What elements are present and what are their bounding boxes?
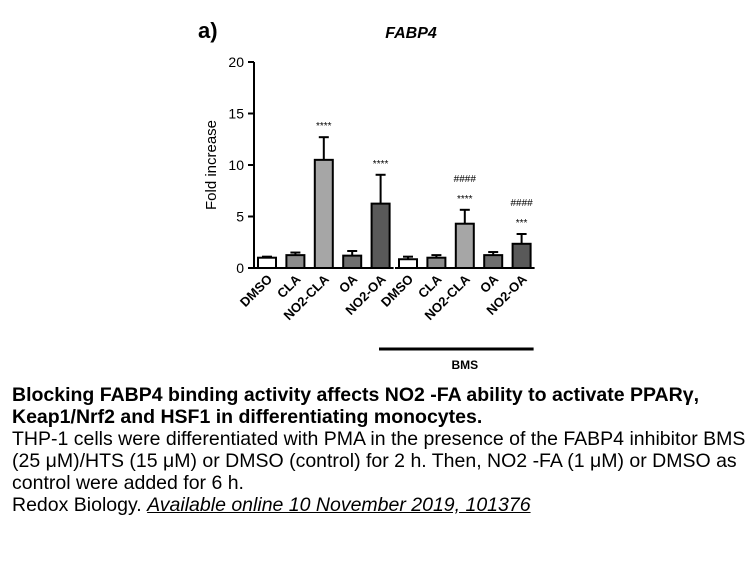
caption-source-link[interactable]: Available online 10 November 2019, 10137…: [147, 494, 531, 516]
figure-caption: Blocking FABP4 binding activity affects …: [12, 384, 748, 516]
chart-title: FABP4: [385, 25, 437, 42]
bar: [285, 254, 306, 269]
y-axis-ticks: 0 5 10 15 20: [228, 54, 254, 276]
bar: [313, 158, 334, 270]
caption-body: THP-1 cells were differentiated with PMA…: [12, 428, 746, 494]
bar: [398, 258, 418, 269]
y-axis-label: Fold increase: [203, 120, 220, 210]
group-labels: BMS: [379, 347, 534, 372]
bar: [426, 256, 447, 270]
bars: **** **** #### **** #### ***: [254, 121, 535, 270]
group-label: BMS: [451, 358, 478, 372]
y-tick-label: 0: [236, 260, 244, 276]
significance-label: ****: [373, 159, 389, 170]
bar: [257, 256, 277, 270]
bar: [342, 254, 363, 269]
y-tick-label: 20: [228, 54, 244, 70]
caption-source: Redox Biology. Available online 10 Novem…: [12, 494, 748, 516]
bar: [454, 222, 475, 270]
bar: [370, 202, 391, 269]
y-tick-label: 5: [236, 209, 244, 225]
panel-label: a): [198, 18, 218, 43]
significance-label: ***: [516, 218, 528, 229]
significance-label: ****: [457, 194, 473, 205]
significance-label: ####: [454, 174, 477, 185]
bar: [511, 242, 532, 269]
y-tick-label: 15: [228, 106, 244, 122]
bar: [483, 254, 504, 269]
significance-label: ####: [510, 198, 533, 209]
x-tick-label: DMSO: [237, 272, 275, 310]
significance-label: ****: [316, 121, 332, 132]
caption-journal: Redox Biology.: [12, 494, 142, 516]
caption-title: Blocking FABP4 binding activity affects …: [12, 384, 699, 428]
y-tick-label: 10: [228, 157, 244, 173]
